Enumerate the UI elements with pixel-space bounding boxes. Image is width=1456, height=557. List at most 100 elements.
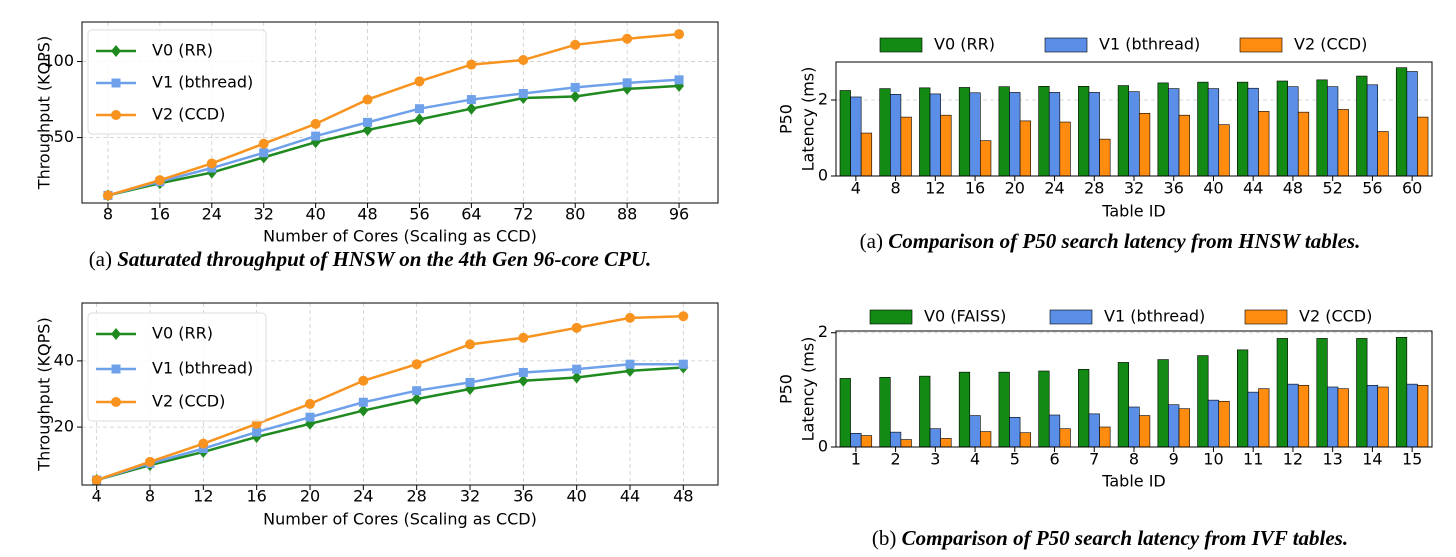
x-tick-label: 4 (970, 450, 980, 469)
legend-label: V2 (CCD) (1299, 307, 1372, 326)
bar (1356, 75, 1368, 177)
bar (1019, 432, 1031, 448)
y-axis-label: Throughput (KQPS) (35, 317, 54, 471)
bar (1197, 355, 1209, 448)
bar (1078, 86, 1090, 177)
bar (1276, 80, 1288, 177)
x-tick-label: 24 (202, 205, 222, 224)
series-line (107, 78, 680, 197)
marker (414, 76, 425, 87)
bar (969, 92, 981, 177)
marker (622, 33, 633, 44)
x-tick-label: 28 (1084, 179, 1104, 198)
caption-label: (b) (872, 526, 897, 550)
marker (466, 59, 477, 70)
x-tick-label: 36 (1164, 179, 1184, 198)
bar (1088, 92, 1100, 177)
plot-frame (81, 302, 719, 486)
legend-label: V1 (bthread) (152, 73, 253, 92)
series-line (107, 32, 680, 197)
x-tick-label: 32 (460, 487, 480, 506)
bar (1059, 428, 1071, 448)
x-axis-label: Number of Cores (Scaling as CCD) (263, 227, 537, 246)
bar (1377, 131, 1389, 177)
x-tick-label: 32 (1124, 179, 1144, 198)
bar (1157, 359, 1169, 448)
x-tick-label: 16 (150, 205, 170, 224)
bar (1138, 113, 1151, 177)
legend-label: V0 (RR) (934, 35, 995, 54)
bar (1168, 88, 1180, 177)
caption-label: (a) (89, 247, 112, 271)
marker (518, 55, 529, 66)
caption: (b) Comparison of P50 search latency fro… (872, 526, 1348, 550)
y-tick-label: 0 (818, 166, 828, 185)
bar (879, 376, 891, 448)
bar (1258, 388, 1270, 448)
bar (940, 438, 952, 448)
x-tick-label: 88 (617, 205, 637, 224)
marker (414, 113, 425, 126)
x-tick-label: 40 (305, 205, 325, 224)
y-axis-label: P50 (777, 374, 796, 404)
x-tick-label: 12 (193, 487, 213, 506)
x-tick-label: 48 (673, 487, 693, 506)
x-tick-label: 4 (92, 487, 102, 506)
bar (919, 87, 931, 177)
x-tick-label: 8 (103, 205, 113, 224)
bar (850, 96, 862, 177)
marker (111, 364, 121, 374)
x-tick-label: 12 (1283, 450, 1303, 469)
caption-text: Comparison of P50 search latency from HN… (888, 229, 1360, 253)
marker (258, 138, 269, 149)
marker (111, 110, 121, 120)
marker (91, 475, 102, 486)
bar (998, 371, 1010, 448)
bar (1417, 384, 1429, 448)
bar (1088, 413, 1100, 448)
marker (466, 102, 477, 115)
x-tick-label: 8 (891, 179, 901, 198)
marker (570, 90, 581, 103)
bar (1117, 362, 1130, 448)
bar (1287, 383, 1299, 448)
y-axis-label: Latency (ms) (799, 67, 818, 172)
bar (1048, 92, 1061, 177)
bar (1395, 336, 1408, 448)
plot-frame (835, 330, 1433, 448)
series-line (96, 314, 684, 482)
x-tick-label: 8 (145, 487, 155, 506)
bar (929, 428, 941, 448)
marker (305, 398, 315, 409)
x-axis-label: Table ID (1101, 472, 1166, 491)
plot-frame (81, 21, 719, 204)
bar (1157, 82, 1169, 177)
caption-label: (a) (860, 229, 883, 253)
bar (958, 87, 971, 177)
bar (1327, 86, 1339, 177)
y-axis-label: P50 (777, 104, 796, 134)
bar (1218, 400, 1230, 448)
bar (929, 93, 941, 177)
bar (1059, 121, 1071, 177)
bar (1138, 415, 1151, 448)
y-tick-label: 2 (818, 322, 828, 341)
legend-label: V0 (RR) (152, 324, 213, 343)
x-tick-label: 44 (620, 487, 640, 506)
marker (145, 456, 155, 467)
x-tick-label: 64 (461, 205, 481, 224)
bar (1019, 120, 1031, 177)
bar (1168, 404, 1180, 448)
legend-label: V2 (CCD) (152, 392, 225, 411)
x-tick-label: 60 (1402, 179, 1422, 198)
x-tick-label: 48 (357, 205, 377, 224)
x-tick-label: 36 (513, 487, 533, 506)
x-tick-label: 13 (1322, 450, 1342, 469)
x-tick-label: 72 (513, 205, 533, 224)
bar (1048, 414, 1061, 448)
bar (1038, 86, 1050, 177)
legend-box (87, 312, 267, 422)
bar (919, 375, 931, 448)
x-tick-label: 3 (930, 450, 940, 469)
bar (860, 435, 873, 448)
